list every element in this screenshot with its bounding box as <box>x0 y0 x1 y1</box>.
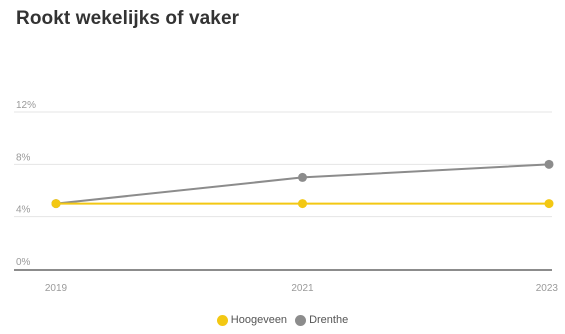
legend-swatch <box>295 314 307 326</box>
series-line-drenthe <box>55 163 550 205</box>
x-tick-label: 2023 <box>536 283 559 294</box>
axes: 0% 4% 8% 12% 2019 2021 2023 <box>14 100 558 294</box>
chart-title: Rookt wekelijks of vaker <box>16 8 240 29</box>
y-tick-label: 8% <box>16 152 31 163</box>
data-point-hoogeveen[interactable] <box>544 199 554 209</box>
data-point-hoogeveen[interactable] <box>51 199 61 209</box>
gridlines <box>14 111 552 218</box>
data-point-drenthe[interactable] <box>544 159 554 169</box>
data-point-hoogeveen[interactable] <box>298 199 307 209</box>
y-tick-label: 0% <box>16 257 31 268</box>
legend: Hoogeveen Drenthe <box>0 314 565 326</box>
y-tick-label: 12% <box>16 100 36 111</box>
legend-swatch <box>216 314 228 326</box>
x-tick-label: 2021 <box>291 283 314 294</box>
y-tick-label: 4% <box>16 205 31 216</box>
legend-item-drenthe[interactable]: Drenthe <box>295 314 348 326</box>
legend-label: Drenthe <box>309 314 349 326</box>
legend-item-hoogeveen[interactable]: Hoogeveen <box>216 314 288 326</box>
x-tick-label: 2019 <box>45 283 68 294</box>
legend-label: Hoogeveen <box>230 314 288 326</box>
data-point-drenthe[interactable] <box>298 172 307 182</box>
series-layer <box>51 159 554 209</box>
